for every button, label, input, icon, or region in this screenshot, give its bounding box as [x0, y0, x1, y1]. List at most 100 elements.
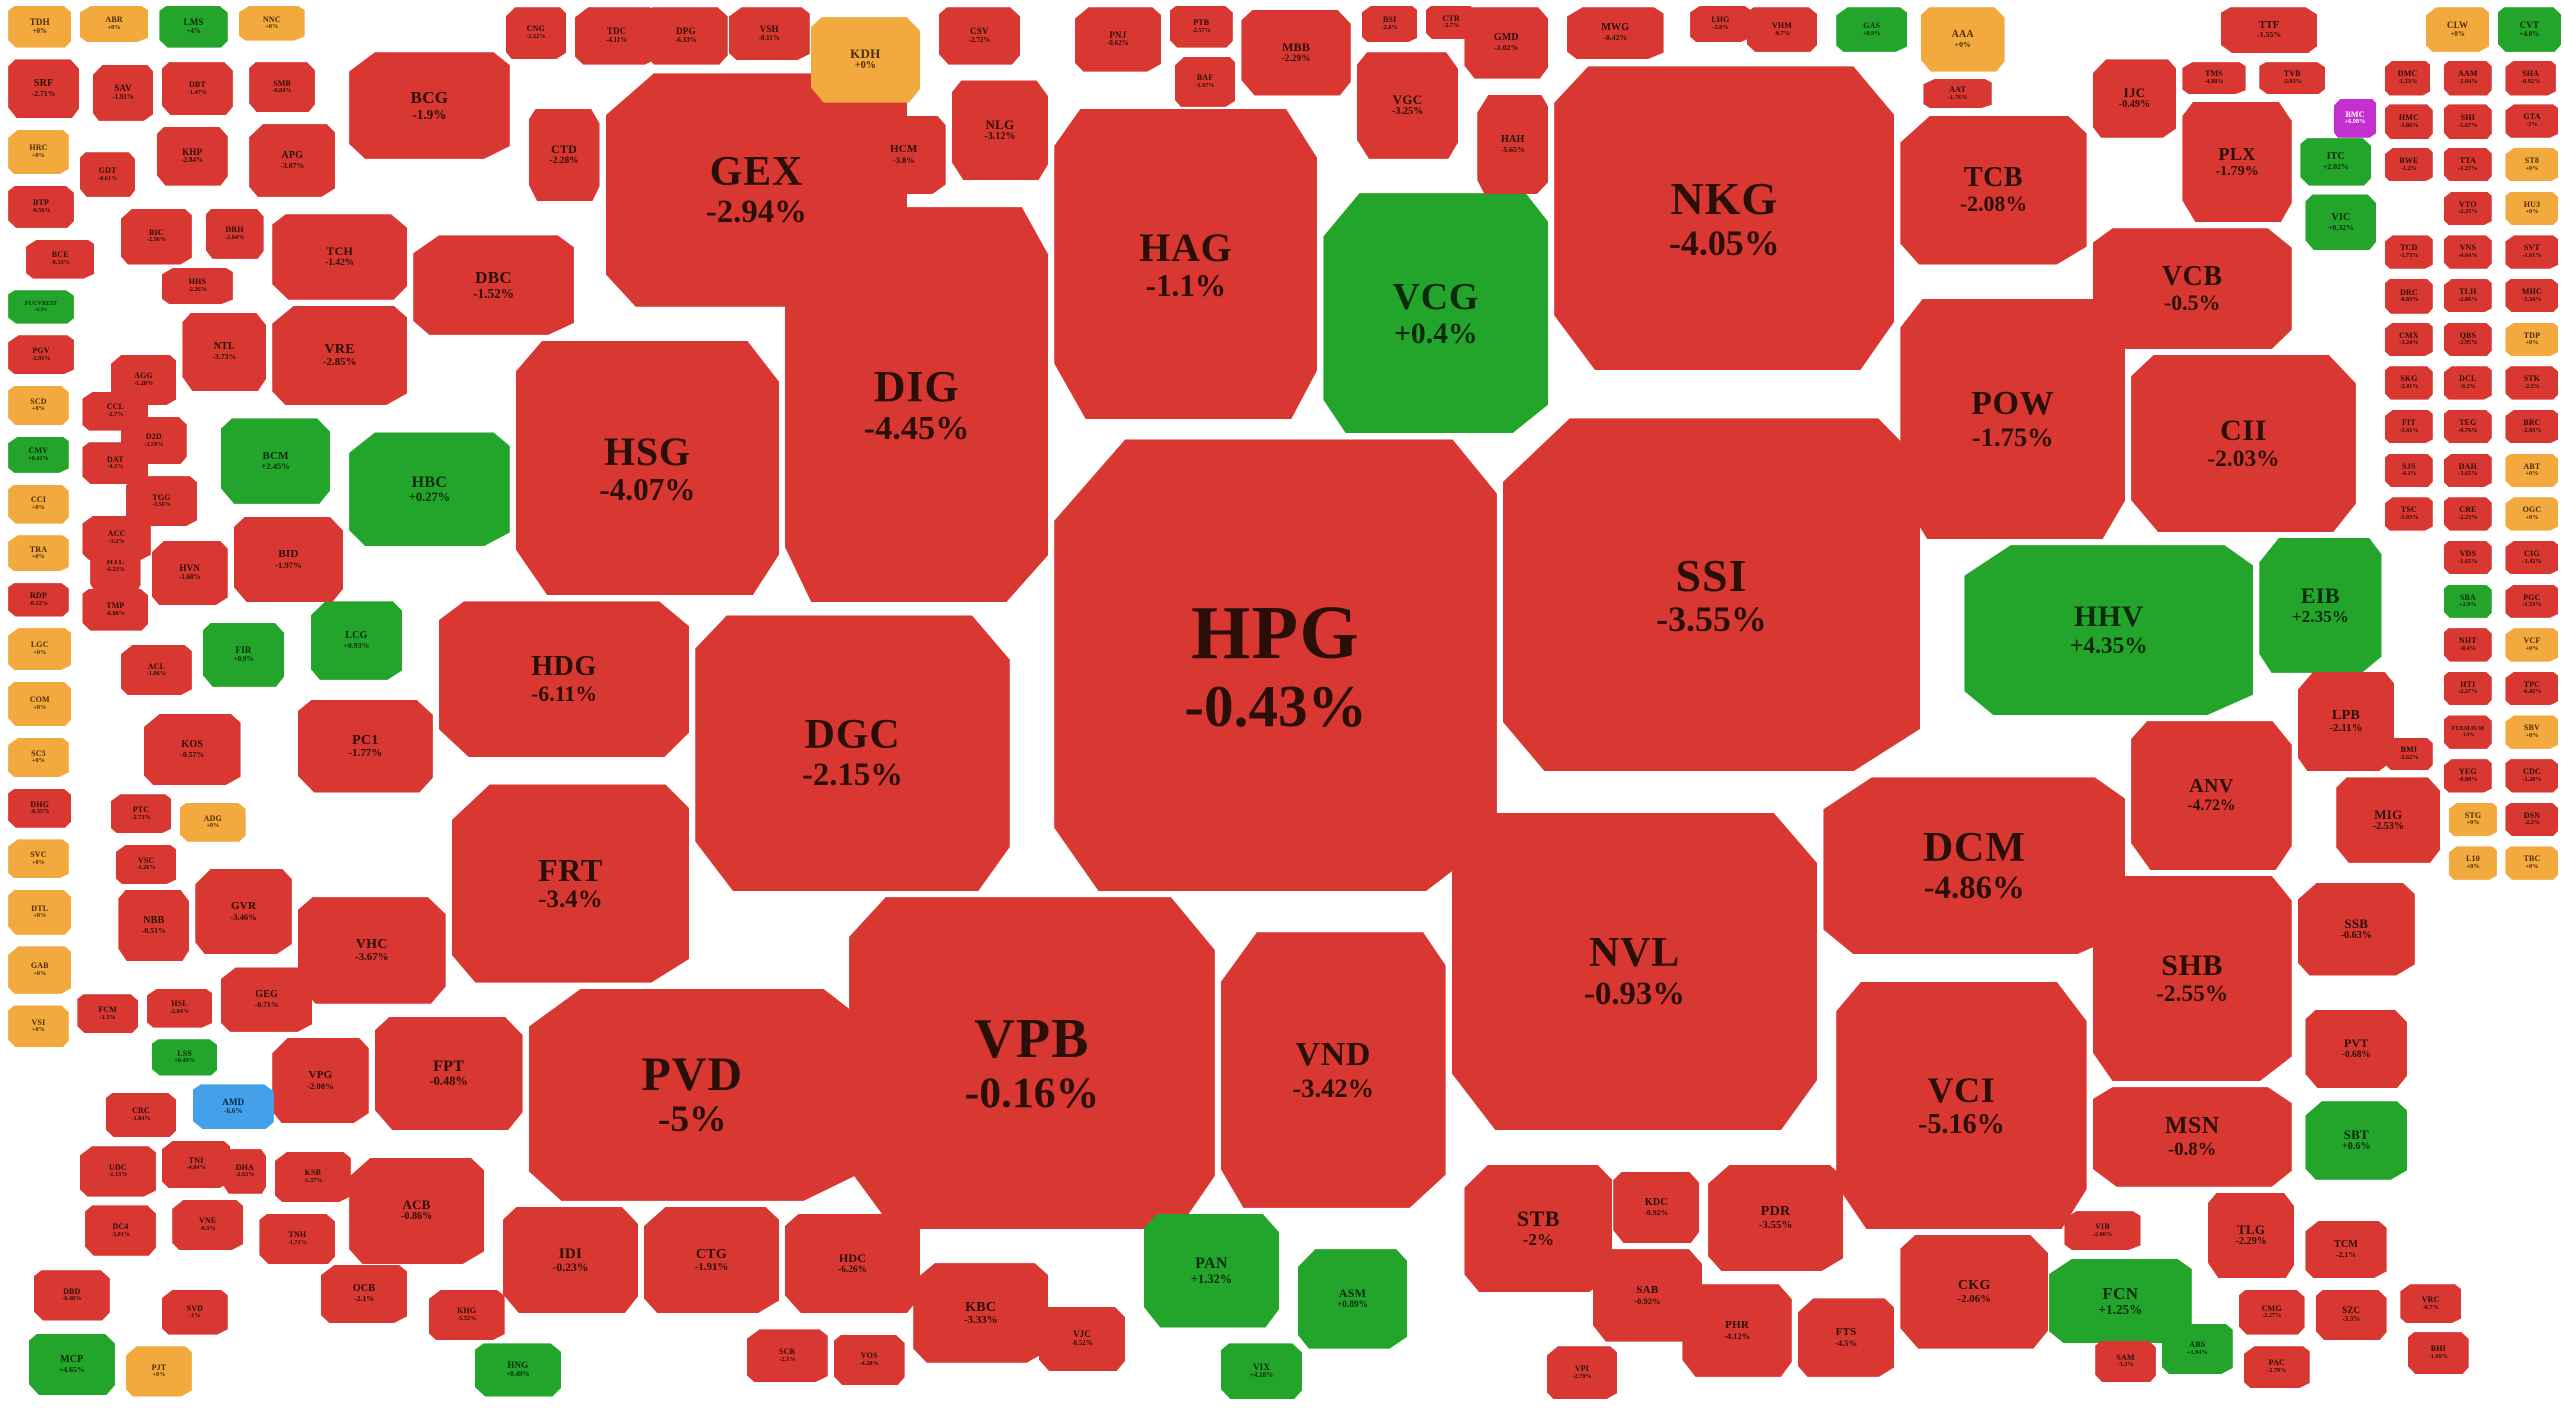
- heatmap-cell-CCI[interactable]: CCI +0%: [5, 482, 72, 527]
- heatmap-cell-COM[interactable]: COM +0%: [5, 679, 74, 730]
- heatmap-cell-DHG[interactable]: DHG -0.35%: [5, 786, 74, 831]
- heatmap-cell-BAF[interactable]: BAF -1.67%: [1172, 54, 1239, 110]
- heatmap-cell-BRC[interactable]: BRC -2.03%: [2502, 407, 2561, 446]
- heatmap-cell-LPB[interactable]: LPB -2.11%: [2295, 669, 2398, 775]
- heatmap-cell-PVT[interactable]: PVT -0.68%: [2302, 1007, 2410, 1091]
- heatmap-cell-DSN[interactable]: DSN -2.3%: [2502, 800, 2561, 839]
- heatmap-cell-BTP[interactable]: BTP -0.56%: [5, 183, 77, 231]
- heatmap-cell-BMC[interactable]: BMC +6.98%: [2331, 96, 2380, 141]
- heatmap-cell-FIR[interactable]: FIR +0.9%: [200, 620, 287, 690]
- heatmap-cell-PGC[interactable]: PGC -1.53%: [2502, 582, 2561, 621]
- heatmap-cell-VIX[interactable]: VIX +4.18%: [1218, 1340, 1305, 1402]
- heatmap-cell-NLG[interactable]: NLG -3.12%: [949, 77, 1052, 183]
- heatmap-cell-KHG[interactable]: KHG -5.52%: [426, 1287, 508, 1343]
- heatmap-cell-DCM[interactable]: DCM -4.86%: [1820, 774, 2128, 957]
- heatmap-cell-PDR[interactable]: PDR -3.55%: [1705, 1162, 1846, 1275]
- heatmap-cell-VJC[interactable]: VJC -0.52%: [1036, 1304, 1128, 1374]
- heatmap-cell-GVR[interactable]: GVR -3.46%: [192, 866, 295, 958]
- heatmap-cell-CII[interactable]: CII -2.03%: [2128, 352, 2359, 535]
- heatmap-cell-ABT[interactable]: ABT +0%: [2502, 451, 2561, 490]
- heatmap-cell-DBT[interactable]: DBT -1.47%: [159, 59, 236, 118]
- heatmap-cell-BSI[interactable]: BSI -2.8%: [1359, 3, 1421, 45]
- heatmap-cell-TNH[interactable]: TNH -1.71%: [256, 1211, 338, 1267]
- heatmap-cell-TTA[interactable]: TTA -1.27%: [2441, 145, 2495, 184]
- heatmap-cell-HDG[interactable]: HDG -6.11%: [436, 598, 692, 760]
- heatmap-cell-HBC[interactable]: HBC +0.27%: [346, 429, 513, 549]
- heatmap-cell-HAG[interactable]: HAG -1.1%: [1051, 106, 1320, 423]
- heatmap-cell-OGC[interactable]: OGC +0%: [2502, 494, 2561, 533]
- heatmap-cell-SBT[interactable]: SBT +0.6%: [2302, 1098, 2410, 1182]
- heatmap-cell-AAM[interactable]: AAM -2.04%: [2441, 58, 2495, 99]
- heatmap-cell-KBC[interactable]: KBC -3.33%: [910, 1260, 1051, 1366]
- heatmap-cell-DTL[interactable]: DTL +0%: [5, 887, 74, 938]
- heatmap-cell-PAN[interactable]: PAN +1.32%: [1141, 1211, 1282, 1331]
- heatmap-cell-PTC[interactable]: PTC -2.73%: [108, 791, 175, 836]
- heatmap-cell-CMV[interactable]: CMV +0.41%: [5, 434, 72, 476]
- heatmap-cell-TDH[interactable]: TDH +0%: [5, 3, 74, 51]
- heatmap-cell-CTG[interactable]: CTG -1.91%: [641, 1204, 782, 1317]
- heatmap-cell-BIC[interactable]: BIC -2.56%: [118, 206, 195, 268]
- heatmap-cell-NKG[interactable]: NKG -4.05%: [1551, 63, 1897, 373]
- heatmap-cell-EIB[interactable]: EIB +2.35%: [2256, 535, 2384, 676]
- heatmap-cell-HPG[interactable]: HPG -0.43%: [1051, 436, 1500, 894]
- heatmap-cell-SVD[interactable]: SVD -1%: [159, 1287, 231, 1338]
- heatmap-cell-GTA[interactable]: GTA -3%: [2502, 101, 2561, 140]
- heatmap-cell-ANV[interactable]: ANV -4.72%: [2128, 718, 2295, 873]
- heatmap-cell-DMC[interactable]: DMC -1.23%: [2382, 58, 2433, 99]
- heatmap-cell-VND[interactable]: VND -3.42%: [1218, 929, 1449, 1211]
- heatmap-cell-TLG[interactable]: TLG -2.29%: [2205, 1190, 2297, 1282]
- heatmap-cell-HHV[interactable]: HHV +4.35%: [1961, 542, 2256, 718]
- heatmap-cell-OCB[interactable]: OCB -2.1%: [318, 1262, 410, 1327]
- heatmap-cell-GEG[interactable]: GEG -0.71%: [218, 964, 315, 1034]
- heatmap-cell-FPT[interactable]: FPT -0.48%: [372, 1014, 526, 1134]
- heatmap-cell-SBA[interactable]: SBA +2.9%: [2441, 582, 2495, 621]
- heatmap-cell-NNC[interactable]: NNC +0%: [236, 3, 308, 44]
- heatmap-cell-CIG[interactable]: CIG -3.42%: [2502, 538, 2561, 577]
- heatmap-cell-AMD[interactable]: AMD -6.6%: [190, 1081, 277, 1132]
- heatmap-cell-ADG[interactable]: ADG +0%: [177, 800, 249, 845]
- heatmap-cell-PJT[interactable]: PJT +0%: [123, 1343, 195, 1399]
- heatmap-cell-GAB[interactable]: GAB +0%: [5, 943, 74, 997]
- heatmap-cell-TCH[interactable]: TCH -1.42%: [269, 211, 410, 303]
- heatmap-cell-DBD[interactable]: DBD -0.48%: [31, 1267, 113, 1323]
- heatmap-cell-TBC[interactable]: TBC +0%: [2502, 843, 2561, 882]
- heatmap-cell-SHB[interactable]: SHB -2.55%: [2090, 873, 2295, 1084]
- heatmap-cell-VIB[interactable]: VIB -2.86%: [2061, 1208, 2143, 1253]
- heatmap-cell-SCD[interactable]: SCD +0%: [5, 383, 72, 428]
- heatmap-cell-SCR[interactable]: SCR -2.3%: [744, 1326, 831, 1385]
- heatmap-cell-CLW[interactable]: CLW +0%: [2423, 4, 2492, 55]
- heatmap-cell-TVB[interactable]: TVB -2.03%: [2256, 59, 2328, 97]
- heatmap-cell-DHA[interactable]: DHA -2.63%: [221, 1146, 270, 1197]
- heatmap-cell-HHS[interactable]: HHS -2.26%: [159, 265, 236, 307]
- heatmap-cell-STG[interactable]: STG +0%: [2446, 800, 2500, 839]
- heatmap-cell-STB[interactable]: STB -2%: [1461, 1162, 1615, 1296]
- heatmap-cell-NHT[interactable]: NHT -0.4%: [2441, 625, 2495, 664]
- heatmap-cell-TMS[interactable]: TMS -4.88%: [2179, 59, 2248, 97]
- heatmap-cell-BCG[interactable]: BCG -1.9%: [346, 49, 513, 162]
- heatmap-cell-ACC[interactable]: ACC -3.2%: [79, 513, 153, 564]
- heatmap-cell-APG[interactable]: APG -3.87%: [246, 121, 338, 200]
- heatmap-cell-TCD[interactable]: TCD -1.73%: [2382, 232, 2436, 271]
- heatmap-cell-TNI[interactable]: TNI -4.04%: [159, 1138, 233, 1192]
- heatmap-cell-DCL[interactable]: DCL -0.2%: [2441, 363, 2495, 402]
- heatmap-cell-HVN[interactable]: HVN -1.68%: [149, 538, 231, 608]
- heatmap-cell-ST8[interactable]: ST8 +0%: [2502, 145, 2561, 184]
- heatmap-cell-ITC[interactable]: ITC +2.02%: [2297, 135, 2374, 189]
- heatmap-cell-GEX[interactable]: GEX -2.94%: [603, 70, 911, 309]
- heatmap-cell-PVD[interactable]: PVD -5%: [526, 986, 859, 1204]
- heatmap-cell-HSG[interactable]: HSG -4.07%: [513, 338, 782, 598]
- heatmap-cell-MWG[interactable]: MWG -0.42%: [1564, 4, 1667, 62]
- heatmap-cell-CTD[interactable]: CTD -2.28%: [526, 106, 603, 205]
- heatmap-cell-HAH[interactable]: HAH -5.65%: [1474, 92, 1551, 198]
- heatmap-cell-QBS[interactable]: QBS -2.95%: [2441, 320, 2495, 359]
- heatmap-cell-KOS[interactable]: KOS -0.57%: [141, 711, 244, 788]
- heatmap-cell-CMG[interactable]: CMG -2.27%: [2236, 1287, 2308, 1338]
- heatmap-cell-NTL[interactable]: NTL -3.73%: [179, 310, 269, 394]
- heatmap-cell-DRH[interactable]: DRH -2.04%: [203, 206, 267, 262]
- heatmap-cell-TDP[interactable]: TDP +0%: [2502, 320, 2561, 359]
- heatmap-cell-MCP[interactable]: MCP +4.65%: [26, 1331, 118, 1399]
- heatmap-cell-VHM[interactable]: VHM -0.7%: [1744, 4, 1821, 55]
- heatmap-cell-VHC[interactable]: VHC -3.67%: [295, 894, 449, 1007]
- heatmap-cell-VPB[interactable]: VPB -0.16%: [846, 894, 1218, 1232]
- heatmap-cell-VIC[interactable]: VIC +0.32%: [2302, 191, 2379, 253]
